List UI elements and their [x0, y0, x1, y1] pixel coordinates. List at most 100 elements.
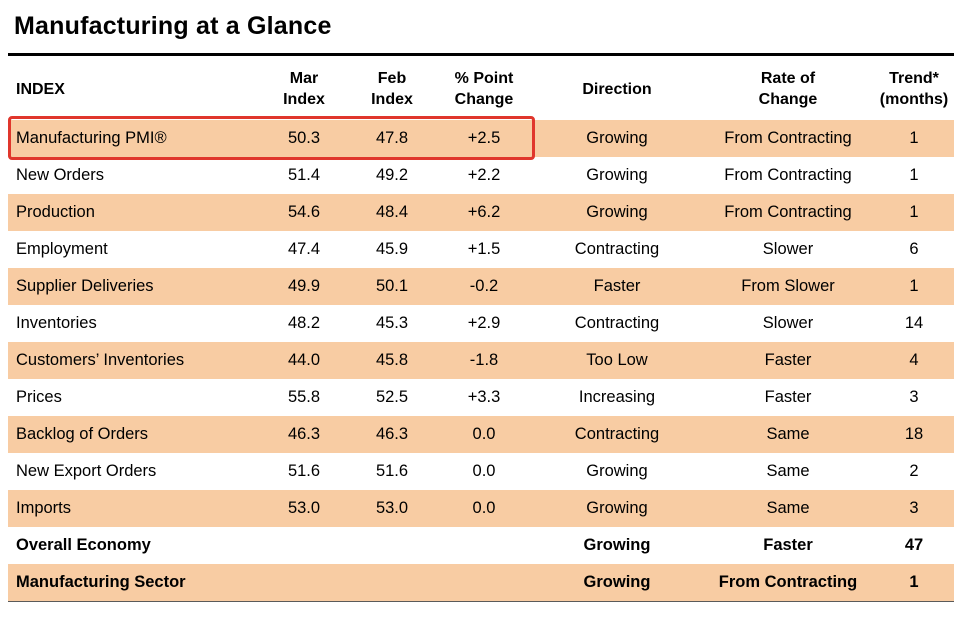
table-row: Manufacturing PMI® 50.3 47.8 +2.5 Growing Fro… [8, 120, 954, 157]
cell-mar-index [260, 527, 348, 564]
cell-trend-months: 1 [874, 564, 954, 601]
cell-rate-of-change: From Contracting [702, 564, 874, 601]
cell-index-name: Overall Economy [16, 536, 151, 554]
table-row: Backlog of Orders 46.3 46.3 0.0 Contracting S… [8, 416, 954, 453]
table-row: New Orders 51.4 49.2 +2.2 Growing From Contra… [8, 157, 954, 194]
table-row: Imports 53.0 53.0 0.0 Growing Same 3 [8, 490, 954, 527]
header-rate-of-change: Rate of Change [702, 60, 874, 120]
cell-feb-index: 45.3 [375, 314, 409, 332]
cell-mar-index: 48.2 [287, 314, 321, 332]
cell-rate-of-change: From Slower [702, 268, 874, 305]
cell-feb-index: 47.8 [348, 120, 436, 157]
cell-direction: Increasing [578, 388, 656, 406]
table-row: Manufacturing Sector Growing From Contract… [8, 564, 954, 601]
table-body: Manufacturing PMI® 50.3 47.8 +2.5 Growing Fro… [8, 120, 954, 601]
header-row: INDEX Mar Index Feb Index % Point Change… [8, 60, 954, 120]
cell-index-name: Manufacturing PMI® [8, 120, 260, 157]
cell-trend-months: 4 [874, 342, 954, 379]
table-container: INDEX Mar Index Feb Index % Point Change… [8, 60, 954, 601]
cell-point-change: +2.2 [467, 166, 501, 184]
table-row: Customers’ Inventories 44.0 45.8 -1.8 Too Lo… [8, 342, 954, 379]
cell-direction: Growing [586, 462, 648, 480]
cell-mar-index: 50.3 [260, 120, 348, 157]
cell-rate-of-change: Faster [764, 388, 812, 406]
cell-point-change: 0.0 [436, 490, 532, 527]
cell-mar-index: 54.6 [260, 194, 348, 231]
cell-point-change: -1.8 [436, 342, 532, 379]
cell-rate-of-change: Same [702, 416, 874, 453]
cell-point-change: -0.2 [436, 268, 532, 305]
cell-feb-index: 45.9 [375, 240, 409, 258]
cell-index-name: Inventories [16, 314, 97, 332]
cell-direction: Contracting [532, 416, 702, 453]
cell-point-change: 0.0 [472, 462, 496, 480]
cell-direction: Too Low [532, 342, 702, 379]
cell-index-name: Customers’ Inventories [8, 342, 260, 379]
cell-rate-of-change: Slower [762, 314, 814, 332]
cell-index-name: Supplier Deliveries [8, 268, 260, 305]
cell-direction: Growing [532, 194, 702, 231]
cell-point-change: +1.5 [467, 240, 501, 258]
cell-feb-index: 48.4 [348, 194, 436, 231]
cell-rate-of-change: Faster [763, 536, 813, 554]
cell-index-name: Backlog of Orders [8, 416, 260, 453]
header-feb-index: Feb Index [348, 60, 436, 120]
cell-feb-index: 46.3 [348, 416, 436, 453]
cell-index-name: Imports [8, 490, 260, 527]
cell-trend-months: 47 [904, 536, 924, 554]
cell-trend-months: 1 [874, 194, 954, 231]
table-row: Overall Economy Growing Faster 47 [8, 527, 954, 564]
cell-direction: Contracting [574, 240, 660, 258]
cell-mar-index: 53.0 [260, 490, 348, 527]
header-trend-months: Trend* (months) [874, 60, 954, 120]
cell-index-name: New Export Orders [16, 462, 157, 480]
cell-mar-index: 55.8 [287, 388, 321, 406]
cell-index-name: Manufacturing Sector [8, 564, 260, 601]
cell-rate-of-change: Same [766, 462, 810, 480]
cell-rate-of-change: Same [702, 490, 874, 527]
cell-point-change [436, 564, 532, 601]
bottom-divider [8, 601, 954, 602]
cell-feb-index: 49.2 [375, 166, 409, 184]
cell-point-change: +2.9 [467, 314, 501, 332]
cell-trend-months: 6 [909, 240, 919, 258]
manufacturing-table: INDEX Mar Index Feb Index % Point Change… [8, 60, 954, 601]
cell-rate-of-change: Faster [702, 342, 874, 379]
cell-trend-months: 18 [874, 416, 954, 453]
cell-direction: Growing [583, 536, 651, 554]
cell-mar-index: 46.3 [260, 416, 348, 453]
cell-index-name: Employment [16, 240, 108, 258]
cell-index-name: Production [8, 194, 260, 231]
cell-mar-index: 49.9 [260, 268, 348, 305]
table-row: Inventories 48.2 45.3 +2.9 Contracting Slower… [8, 305, 954, 342]
table-row: Employment 47.4 45.9 +1.5 Contracting Slower 6 [8, 231, 954, 268]
cell-feb-index: 45.8 [348, 342, 436, 379]
header-index: INDEX [8, 60, 260, 120]
cell-direction: Growing [586, 166, 648, 184]
cell-direction: Faster [532, 268, 702, 305]
cell-feb-index [348, 527, 436, 564]
cell-trend-months: 1 [874, 268, 954, 305]
cell-index-name: New Orders [16, 166, 105, 184]
cell-rate-of-change: From Contracting [702, 120, 874, 157]
cell-direction: Growing [532, 564, 702, 601]
cell-rate-of-change: From Contracting [702, 194, 874, 231]
header-direction: Direction [532, 60, 702, 120]
cell-trend-months: 1 [909, 166, 919, 184]
cell-point-change: +2.5 [436, 120, 532, 157]
header-mar-index: Mar Index [260, 60, 348, 120]
cell-mar-index: 51.4 [287, 166, 321, 184]
cell-trend-months: 1 [874, 120, 954, 157]
cell-point-change: +3.3 [467, 388, 501, 406]
cell-direction: Growing [532, 120, 702, 157]
cell-trend-months: 3 [909, 388, 919, 406]
cell-feb-index: 50.1 [348, 268, 436, 305]
cell-mar-index: 47.4 [287, 240, 321, 258]
cell-point-change [436, 527, 532, 564]
table-row: Supplier Deliveries 49.9 50.1 -0.2 Faster Fro… [8, 268, 954, 305]
cell-rate-of-change: Slower [762, 240, 814, 258]
cell-mar-index [260, 564, 348, 601]
table-row: Prices 55.8 52.5 +3.3 Increasing Faster 3 [8, 379, 954, 416]
cell-direction: Growing [532, 490, 702, 527]
